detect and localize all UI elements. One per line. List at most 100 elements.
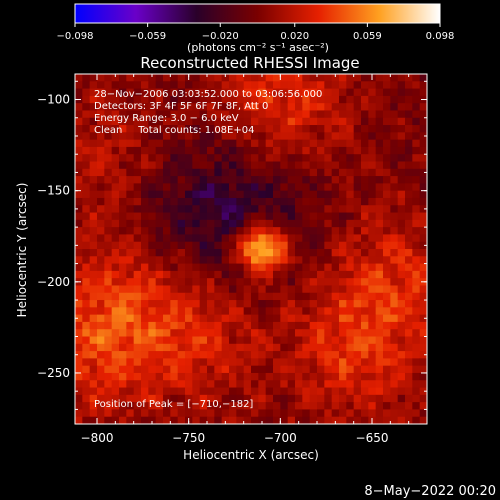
heatmap-cell — [133, 176, 142, 184]
heatmap-cell — [119, 168, 127, 177]
heatmap-cell — [397, 314, 406, 323]
heatmap-cell — [339, 219, 347, 228]
heatmap-cell — [397, 81, 406, 89]
heatmap-cell — [199, 125, 208, 133]
heatmap-cell — [177, 416, 186, 425]
heatmap-cell — [295, 234, 303, 243]
heatmap-cell — [104, 241, 113, 250]
heatmap-cell — [353, 343, 362, 352]
heatmap-cell — [331, 321, 340, 330]
heatmap-cell — [317, 263, 325, 272]
heatmap-cell — [185, 205, 193, 213]
heatmap-cell — [405, 358, 413, 367]
heatmap-cell — [295, 416, 303, 425]
heatmap-cell — [265, 300, 274, 308]
heatmap-cell — [324, 321, 333, 330]
heatmap-cell — [75, 270, 83, 279]
heatmap-cell — [375, 95, 384, 104]
heatmap-cell — [104, 197, 113, 206]
heatmap-cell — [280, 336, 289, 345]
heatmap-cell — [265, 416, 274, 425]
heatmap-cell — [346, 125, 355, 133]
heatmap-cell — [419, 270, 428, 279]
heatmap-cell — [229, 117, 237, 126]
heatmap-cell — [361, 183, 369, 192]
heatmap-cell — [412, 103, 421, 111]
heatmap-cell — [243, 249, 252, 257]
heatmap-cell — [412, 372, 421, 381]
heatmap-cell — [302, 110, 311, 119]
heatmap-cell — [207, 307, 215, 316]
heatmap-cell — [163, 394, 171, 403]
heatmap-cell — [163, 256, 171, 264]
heatmap-cell — [397, 168, 406, 177]
heatmap-cell — [331, 110, 340, 119]
heatmap-cell — [119, 270, 127, 279]
heatmap-cell — [280, 402, 289, 410]
heatmap-cell — [199, 161, 208, 170]
heatmap-cell — [368, 168, 377, 177]
heatmap-cell — [324, 358, 333, 367]
heatmap-cell — [251, 380, 259, 388]
heatmap-cell — [287, 227, 296, 235]
heatmap-cell — [251, 161, 259, 170]
heatmap-cell — [251, 197, 259, 206]
heatmap-cell — [361, 263, 369, 272]
heatmap-cell — [295, 205, 303, 213]
heatmap-cell — [280, 321, 289, 330]
heatmap-cell — [185, 278, 193, 286]
heatmap-cell — [331, 88, 340, 97]
heatmap-cell — [163, 88, 171, 97]
heatmap-cell — [75, 146, 83, 155]
heatmap-cell — [309, 336, 318, 345]
heatmap-cell — [302, 270, 311, 279]
heatmap-cell — [243, 351, 252, 359]
heatmap-cell — [229, 95, 237, 104]
heatmap-cell — [155, 285, 164, 294]
heatmap-cell — [82, 270, 91, 279]
heatmap-cell — [155, 161, 164, 170]
heatmap-cell — [170, 343, 179, 352]
colorbar-tick-label: −0.098 — [56, 31, 93, 42]
heatmap-cell — [258, 263, 267, 272]
heatmap-cell — [192, 394, 201, 403]
colorbar-tick-label: −0.020 — [202, 31, 239, 42]
heatmap-cell — [353, 95, 362, 104]
heatmap-cell — [141, 409, 149, 418]
heatmap-cell — [405, 380, 413, 388]
heatmap-cell — [346, 154, 355, 162]
heatmap-cell — [419, 117, 428, 126]
heatmap-cell — [221, 314, 230, 323]
heatmap-cell — [361, 270, 369, 279]
heatmap-cell — [214, 387, 223, 396]
heatmap-cell — [295, 365, 303, 374]
heatmap-cell — [192, 278, 201, 286]
heatmap-cell — [126, 74, 135, 82]
heatmap-cell — [258, 292, 267, 301]
heatmap-cell — [302, 81, 311, 89]
heatmap-cell — [229, 380, 237, 388]
heatmap-cell — [368, 321, 377, 330]
heatmap-cell — [119, 307, 127, 316]
heatmap-cell — [317, 314, 325, 323]
heatmap-cell — [273, 190, 281, 199]
heatmap-cell — [170, 416, 179, 425]
heatmap-cell — [104, 132, 113, 141]
heatmap-cell — [243, 285, 252, 294]
heatmap-cell — [397, 278, 406, 286]
x-tick-label: −650 — [356, 431, 389, 445]
heatmap-cell — [375, 168, 384, 177]
heatmap-cell — [75, 176, 83, 184]
heatmap-cell — [236, 74, 245, 82]
heatmap-cell — [280, 256, 289, 264]
heatmap-cell — [185, 380, 193, 388]
heatmap-cell — [133, 110, 142, 119]
heatmap-cell — [214, 394, 223, 403]
heatmap-cell — [141, 365, 149, 374]
heatmap-cell — [243, 168, 252, 177]
heatmap-cell — [324, 402, 333, 410]
heatmap-cell — [148, 409, 157, 418]
heatmap-cell — [170, 197, 179, 206]
heatmap-cell — [75, 416, 83, 425]
heatmap-cell — [265, 292, 274, 301]
